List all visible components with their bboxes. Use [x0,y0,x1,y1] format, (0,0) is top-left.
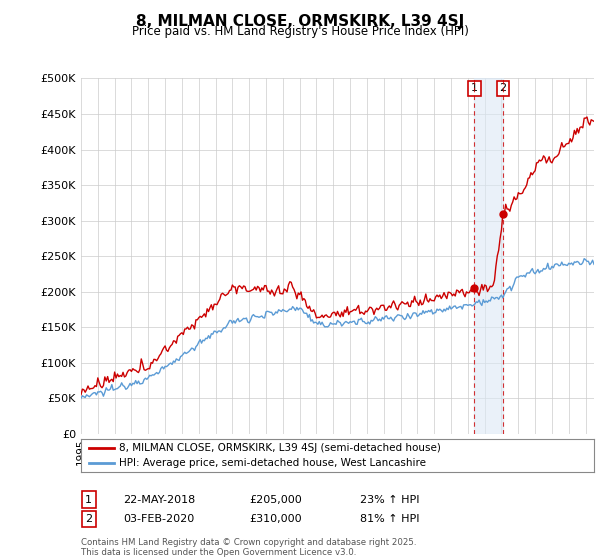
Text: 03-FEB-2020: 03-FEB-2020 [123,514,194,524]
Text: Price paid vs. HM Land Registry's House Price Index (HPI): Price paid vs. HM Land Registry's House … [131,25,469,38]
Text: HPI: Average price, semi-detached house, West Lancashire: HPI: Average price, semi-detached house,… [119,458,427,468]
Text: 2: 2 [499,83,506,94]
Text: 23% ↑ HPI: 23% ↑ HPI [360,494,419,505]
Text: 81% ↑ HPI: 81% ↑ HPI [360,514,419,524]
Text: 2: 2 [85,514,92,524]
Text: 1: 1 [471,83,478,94]
Text: 22-MAY-2018: 22-MAY-2018 [123,494,195,505]
Text: £205,000: £205,000 [249,494,302,505]
Text: 1: 1 [85,494,92,505]
Text: £310,000: £310,000 [249,514,302,524]
Text: 8, MILMAN CLOSE, ORMSKIRK, L39 4SJ: 8, MILMAN CLOSE, ORMSKIRK, L39 4SJ [136,14,464,29]
Text: Contains HM Land Registry data © Crown copyright and database right 2025.
This d: Contains HM Land Registry data © Crown c… [81,538,416,557]
Text: 8, MILMAN CLOSE, ORMSKIRK, L39 4SJ (semi-detached house): 8, MILMAN CLOSE, ORMSKIRK, L39 4SJ (semi… [119,443,442,453]
Bar [475,78,503,434]
